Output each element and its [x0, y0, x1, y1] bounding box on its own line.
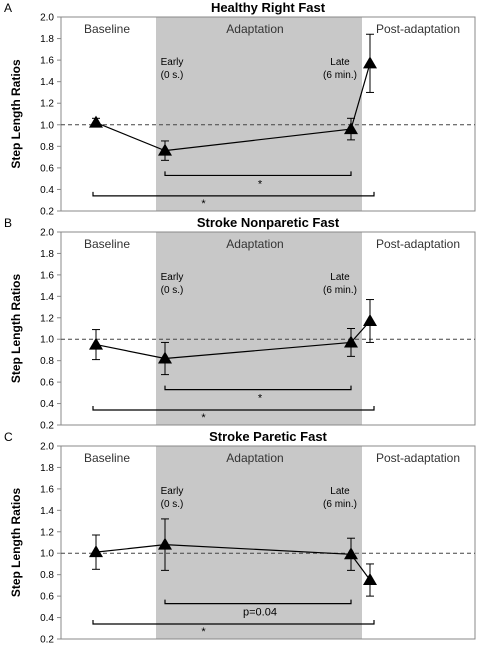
significance-label: * — [201, 198, 206, 210]
y-tick-label: 1.8 — [40, 249, 54, 260]
y-tick-label: 1.0 — [40, 549, 54, 560]
panel-c: C Stroke Paretic Fast 0.2 0.4 0.6 0.8 1.0 1.2 1.… — [4, 429, 476, 646]
y-tick-label: 0.2 — [40, 635, 54, 646]
late-label: Late — [330, 486, 350, 497]
late-time-label: (6 min.) — [323, 70, 357, 81]
y-tick-label: 1.6 — [40, 484, 54, 495]
significance-label: p=0.04 — [243, 607, 277, 619]
significance-bracket — [92, 619, 375, 625]
series-line — [95, 544, 371, 581]
significance-bracket — [164, 171, 352, 177]
early-label: Early — [161, 57, 184, 68]
plot-frame — [60, 231, 476, 426]
adaptation-shading — [156, 232, 362, 425]
panel-letter: A — [4, 1, 12, 15]
phase-label-baseline: Baseline — [84, 237, 130, 251]
adaptation-shading — [156, 446, 362, 639]
significance-bracket — [92, 405, 375, 411]
y-tick-label: 2.0 — [40, 228, 54, 239]
y-tick-label: 0.6 — [40, 163, 54, 174]
data-point-marker — [363, 573, 377, 586]
phase-label-baseline: Baseline — [84, 22, 130, 36]
chart-title: Stroke Paretic Fast — [209, 429, 327, 444]
y-axis-label: Step Length Ratios — [9, 59, 23, 169]
significance-label: * — [258, 178, 263, 190]
y-tick-label: 1.8 — [40, 463, 54, 474]
significance-label: * — [201, 412, 206, 424]
y-tick-label: 1.4 — [40, 292, 54, 303]
adaptation-shading — [156, 17, 362, 211]
phase-label-adaptation: Adaptation — [226, 237, 283, 251]
data-point-marker — [158, 537, 172, 550]
y-axis-label: Step Length Ratios — [9, 274, 23, 384]
late-time-label: (6 min.) — [323, 499, 357, 510]
panel-b: B Stroke Nonparetic Fast 0.2 0.4 0.6 0.8 1.0 1.… — [4, 215, 476, 432]
y-tick-label: 1.6 — [40, 270, 54, 281]
significance-bracket — [164, 385, 352, 391]
data-point-marker — [363, 313, 377, 326]
y-tick-label: 0.6 — [40, 592, 54, 603]
data-point-marker — [89, 337, 103, 350]
late-label: Late — [330, 57, 350, 68]
y-tick-label: 1.2 — [40, 527, 54, 538]
chart-title: Stroke Nonparetic Fast — [197, 215, 340, 230]
data-point-marker — [344, 122, 358, 135]
data-point-marker — [158, 351, 172, 364]
y-tick-label: 0.6 — [40, 378, 54, 389]
phase-label-adaptation: Adaptation — [226, 22, 283, 36]
early-label: Early — [161, 486, 184, 497]
y-tick-label: 1.0 — [40, 335, 54, 346]
late-time-label: (6 min.) — [323, 285, 357, 296]
significance-bracket — [164, 599, 352, 605]
early-time-label: (0 s.) — [161, 499, 184, 510]
panel-letter: B — [4, 216, 12, 230]
significance-bracket — [92, 191, 375, 197]
phase-label-post-adaptation: Post-adaptation — [376, 237, 460, 251]
y-tick-label: 0.8 — [40, 356, 54, 367]
y-tick-label: 0.8 — [40, 142, 54, 153]
y-tick-label: 0.4 — [40, 399, 54, 410]
data-point-marker — [158, 143, 172, 156]
y-tick-label: 0.4 — [40, 613, 54, 624]
y-axis-label: Step Length Ratios — [9, 488, 23, 598]
y-tick-label: 0.8 — [40, 570, 54, 581]
y-tick-label: 1.2 — [40, 99, 54, 110]
y-tick-label: 0.4 — [40, 185, 54, 196]
plot-frame — [60, 445, 476, 640]
y-tick-label: 1.2 — [40, 313, 54, 324]
y-tick-label: 2.0 — [40, 13, 54, 24]
data-point-marker — [363, 56, 377, 69]
y-tick-label: 0.2 — [40, 421, 54, 432]
data-point-marker — [89, 545, 103, 558]
significance-label: * — [258, 393, 263, 405]
y-tick-label: 0.2 — [40, 207, 54, 218]
data-point-marker — [344, 547, 358, 560]
plot-frame — [60, 16, 476, 212]
series-line — [95, 320, 371, 360]
late-label: Late — [330, 272, 350, 283]
y-tick-label: 2.0 — [40, 442, 54, 453]
panel-letter: C — [4, 430, 13, 444]
panel-a: A Healthy Right Fast 0.2 0.4 0.6 0.8 1.0 1.2 1.4… — [4, 0, 476, 218]
y-tick-label: 1.6 — [40, 56, 54, 67]
data-point-marker — [89, 115, 103, 128]
chart-title: Healthy Right Fast — [211, 0, 326, 15]
phase-label-post-adaptation: Post-adaptation — [376, 22, 460, 36]
phase-label-baseline: Baseline — [84, 451, 130, 465]
y-tick-label: 1.0 — [40, 120, 54, 131]
data-point-marker — [344, 335, 358, 348]
y-tick-label: 1.4 — [40, 506, 54, 517]
phase-label-adaptation: Adaptation — [226, 451, 283, 465]
early-time-label: (0 s.) — [161, 285, 184, 296]
series-line — [95, 63, 371, 152]
significance-label: * — [201, 626, 206, 638]
y-tick-label: 1.4 — [40, 77, 54, 88]
early-label: Early — [161, 272, 184, 283]
phase-label-post-adaptation: Post-adaptation — [376, 451, 460, 465]
early-time-label: (0 s.) — [161, 70, 184, 81]
y-tick-label: 1.8 — [40, 34, 54, 45]
